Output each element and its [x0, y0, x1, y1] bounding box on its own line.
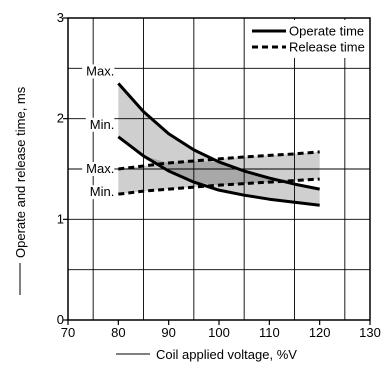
band-overlap [118, 136, 320, 186]
series-line-operate-time-min [117, 135, 320, 207]
curve-labels: Max. Min. Max. Min. [82, 63, 115, 200]
y-tick-label: 2 [57, 111, 64, 126]
x-tick-label: 80 [111, 325, 125, 340]
curve-label-bg [85, 185, 115, 200]
axis-ticks: 70 80 90 100 110 120 130 0 1 2 3 [57, 10, 381, 340]
series-line-release-time-max [118, 150, 320, 171]
x-tick-label: 120 [309, 325, 331, 340]
curve-label-bg [85, 117, 115, 132]
curve-label-bg [82, 162, 115, 176]
series-line-release-time-min [118, 177, 320, 196]
curve-label: Max. [86, 161, 114, 176]
curve-label-bg [82, 64, 115, 79]
x-tick-label: 70 [61, 325, 75, 340]
series-lines [117, 82, 320, 207]
series-line-operate-time-max [117, 82, 320, 191]
y-tick-label: 3 [57, 10, 64, 25]
y-tick-label: 0 [57, 312, 64, 327]
grid [68, 18, 370, 320]
curve-label: Min. [90, 117, 115, 132]
y-tick-label: 1 [57, 211, 64, 226]
y-axis-title: Operate and release time, ms [13, 86, 28, 258]
x-tick-label: 100 [208, 325, 230, 340]
legend-box [248, 20, 368, 58]
bands [118, 83, 320, 206]
legend-label: Operate time [289, 24, 364, 39]
x-tick-label: 130 [359, 325, 381, 340]
x-axis-title: Coil applied voltage, %V [156, 347, 297, 362]
curve-label: Min. [90, 184, 115, 199]
x-tick-label: 90 [161, 325, 175, 340]
curve-label: Max. [86, 63, 114, 78]
x-tick-label: 110 [259, 325, 280, 340]
legend-label: Release time [289, 40, 365, 55]
